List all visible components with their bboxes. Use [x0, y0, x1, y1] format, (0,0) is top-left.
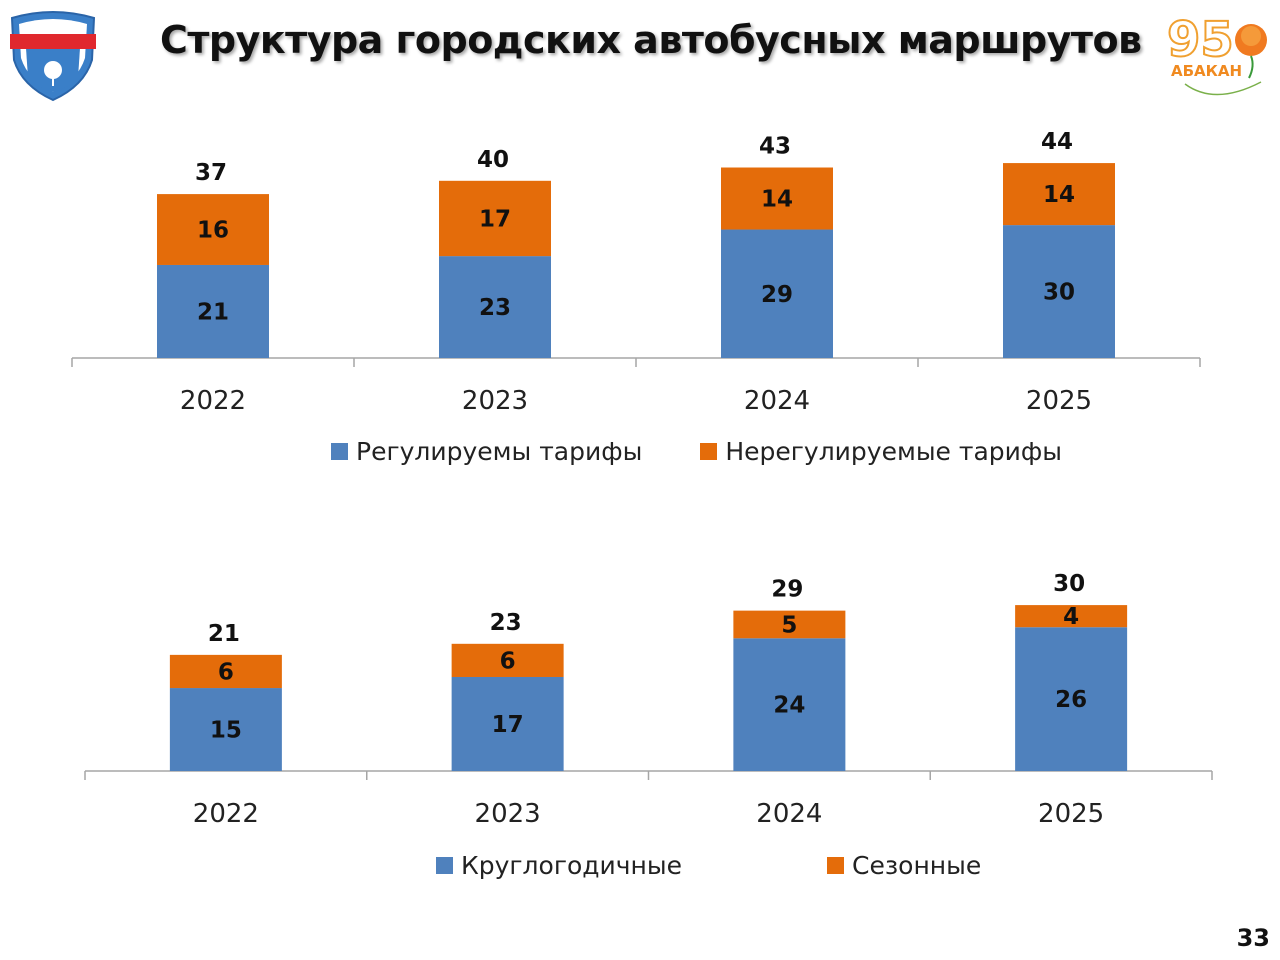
total-label: 37 — [195, 160, 227, 186]
total-label: 21 — [208, 621, 240, 647]
legend-label: Сезонные — [852, 851, 982, 880]
x-tick-label: 2022 — [193, 799, 259, 829]
bar-segment-blue — [1003, 225, 1115, 358]
data-label: 6 — [218, 659, 234, 685]
legend-swatch-blue — [436, 857, 453, 874]
data-label: 24 — [773, 693, 805, 719]
data-label: 17 — [492, 712, 524, 738]
komanda-abakana-logo — [4, 8, 102, 102]
chart-route-seasonality: 15 6 21 2022 17 6 23 2023 24 5 29 2024 26 4 30 2025 — [84, 571, 1213, 829]
legend-label: Круглогодичные — [461, 851, 683, 880]
total-label: 44 — [1041, 129, 1073, 155]
data-label: 26 — [1055, 687, 1087, 713]
data-label: 5 — [781, 612, 797, 638]
data-label: 29 — [761, 282, 793, 308]
legend-swatch-orange — [827, 857, 845, 874]
bar-segment-orange — [721, 167, 833, 230]
bar-segment-orange — [1015, 605, 1128, 628]
bar-segment-orange — [451, 643, 564, 677]
bar-segment-blue — [157, 264, 269, 358]
total-label: 43 — [759, 134, 791, 160]
legend-tariffs: Регулируемы тарифы Нерегулируемые тарифы — [331, 437, 1062, 466]
data-label: 17 — [479, 206, 511, 232]
data-label: 16 — [197, 218, 229, 244]
data-label: 4 — [1063, 604, 1079, 630]
total-label: 29 — [771, 577, 803, 603]
bar-segment-orange — [169, 654, 282, 689]
bar-segment-blue — [451, 676, 564, 771]
abakan-95-logo: 95 АБАКАН — [1165, 6, 1275, 106]
x-tick-label: 2025 — [1026, 386, 1092, 416]
page-number: 33 — [1236, 924, 1270, 952]
svg-text:95: 95 — [1167, 12, 1234, 68]
bar-segment-blue — [169, 688, 282, 771]
data-label: 30 — [1043, 280, 1075, 306]
data-label: 23 — [479, 295, 511, 321]
legend-swatch-blue — [331, 443, 348, 460]
bar-segment-blue — [1015, 627, 1128, 771]
legend-swatch-orange — [700, 443, 718, 460]
x-tick-label: 2024 — [744, 386, 810, 416]
bar-segment-orange — [1003, 163, 1115, 226]
total-label: 23 — [490, 610, 522, 636]
data-label: 6 — [500, 648, 516, 674]
x-tick-label: 2022 — [180, 386, 246, 416]
legend-seasonality: Круглогодичные Сезонные — [436, 851, 981, 880]
data-label: 14 — [761, 187, 793, 213]
bar-segment-blue — [733, 638, 846, 771]
data-label: 15 — [210, 718, 242, 744]
bar-segment-blue — [721, 229, 833, 358]
svg-text:АБАКАН: АБАКАН — [1171, 62, 1242, 80]
legend-label: Нерегулируемые тарифы — [725, 437, 1062, 466]
total-label: 30 — [1053, 571, 1085, 597]
x-tick-label: 2023 — [462, 386, 528, 416]
page-title: Структура городских автобусных маршрутов — [160, 18, 1142, 62]
bar-segment-blue — [439, 256, 551, 358]
x-tick-label: 2024 — [756, 799, 822, 829]
data-label: 21 — [197, 299, 229, 325]
legend-item-seasonal: Сезонные — [827, 851, 981, 880]
bar-segment-orange — [733, 610, 846, 639]
chart-route-tariffs: 21 16 37 2022 23 17 40 2023 29 14 43 2024 30 14 44 2025 — [71, 129, 1201, 416]
x-tick-label: 2023 — [475, 799, 541, 829]
x-tick-label: 2025 — [1038, 799, 1104, 829]
bar-segment-orange — [439, 180, 551, 257]
legend-label: Регулируемы тарифы — [356, 437, 643, 466]
legend-item-unregulated: Нерегулируемые тарифы — [700, 437, 1062, 466]
data-label: 14 — [1043, 182, 1075, 208]
total-label: 40 — [477, 147, 509, 173]
legend-item-regulated: Регулируемы тарифы — [331, 437, 642, 466]
legend-item-year-round: Круглогодичные — [436, 851, 682, 880]
bar-segment-orange — [157, 194, 269, 265]
